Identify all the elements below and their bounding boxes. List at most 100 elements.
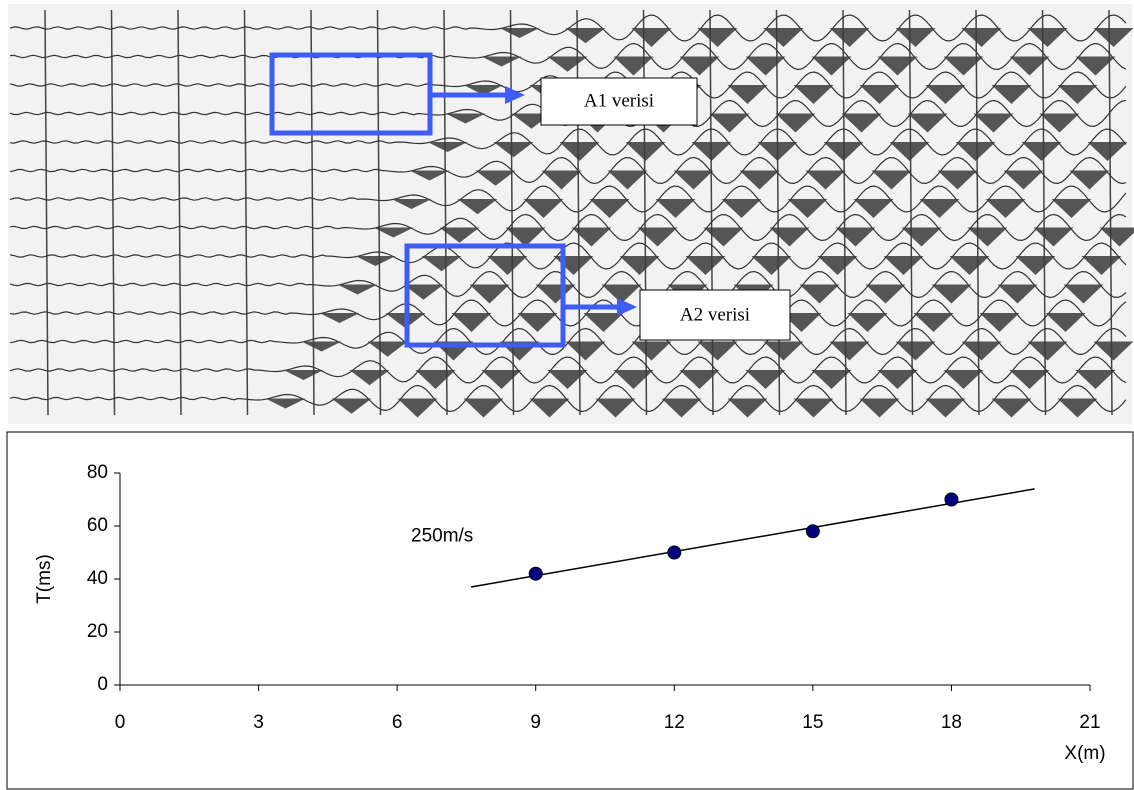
trace-lobe bbox=[481, 370, 522, 389]
trace-lobe bbox=[883, 256, 924, 275]
trace-lobe bbox=[889, 142, 930, 161]
trace-lobe bbox=[457, 199, 498, 215]
y-tick-label: 20 bbox=[87, 621, 108, 642]
trace-lobe bbox=[565, 341, 606, 361]
label: A1 verisi bbox=[584, 90, 654, 111]
trace-lobe bbox=[493, 142, 534, 158]
trace-lobe bbox=[907, 113, 948, 133]
trace-lobe bbox=[847, 313, 888, 332]
record-grid-line bbox=[310, 9, 315, 416]
trace-lobe bbox=[865, 284, 906, 304]
trace-lobe bbox=[529, 398, 570, 418]
trace-lobe bbox=[997, 284, 1038, 304]
x-tick-label: 9 bbox=[530, 712, 541, 733]
trace-lobe bbox=[841, 113, 882, 133]
trace-lobe bbox=[781, 313, 822, 332]
trace-lobe bbox=[349, 370, 390, 386]
data-point bbox=[667, 545, 682, 560]
trace-lobe bbox=[991, 85, 1032, 104]
trace-lobe bbox=[595, 398, 636, 418]
trace-lobe bbox=[613, 370, 654, 389]
trace-lobe bbox=[415, 370, 456, 389]
trace-lobe bbox=[679, 56, 720, 76]
trace-lobe bbox=[1093, 28, 1134, 47]
trace-lobe bbox=[355, 256, 396, 266]
trace-lobe bbox=[901, 227, 942, 247]
trace-lobe bbox=[1063, 284, 1104, 304]
trace-lobe bbox=[547, 370, 588, 389]
trace bbox=[9, 42, 1127, 71]
trace-lobe bbox=[541, 170, 582, 190]
y-axis-label: T(ms) bbox=[34, 554, 55, 604]
trace-lobe bbox=[421, 256, 462, 272]
record-grid-line bbox=[243, 9, 249, 416]
trace-lobe bbox=[697, 28, 738, 47]
trace-lobe bbox=[859, 85, 900, 104]
trace-lobe bbox=[871, 170, 912, 190]
trace-lobe bbox=[775, 113, 816, 133]
chart: 0 20 40 60 80 0 3 6 9 12 15 18 21 T(ms) X(m) 250m/s bbox=[34, 462, 1106, 764]
trace-lobe bbox=[853, 199, 894, 218]
x-tick-label: 18 bbox=[941, 712, 962, 733]
trace-lobe bbox=[787, 199, 828, 218]
trace bbox=[9, 242, 1127, 270]
trace-lobe bbox=[763, 341, 804, 361]
trace-lobe bbox=[559, 142, 600, 161]
trace-lobe bbox=[919, 199, 960, 218]
trace-lobe bbox=[955, 142, 996, 161]
trace-lobe bbox=[1093, 341, 1134, 361]
trace-lobe bbox=[895, 341, 936, 361]
trace-lobe bbox=[799, 284, 840, 304]
trace-lobe bbox=[1009, 370, 1050, 389]
label-box bbox=[540, 77, 698, 126]
chart-frame bbox=[6, 431, 1134, 790]
trace-lobe bbox=[763, 28, 804, 47]
trace-lobe bbox=[565, 28, 606, 44]
trace-lobe bbox=[1021, 142, 1062, 161]
trace-lobe bbox=[589, 199, 630, 218]
trace-lobe bbox=[913, 313, 954, 332]
trace-lobe bbox=[1045, 313, 1086, 332]
y-tick-label: 60 bbox=[87, 515, 108, 536]
x-tick-label: 6 bbox=[392, 712, 403, 733]
trace-lobe bbox=[943, 56, 984, 76]
trace-lobe bbox=[517, 313, 558, 332]
trace-lobe bbox=[703, 227, 744, 247]
data-point bbox=[805, 524, 820, 539]
trace-lobe bbox=[961, 28, 1002, 47]
label-box bbox=[639, 289, 791, 341]
seismogram-annotations: A1 verisi A2 verisi bbox=[269, 52, 791, 348]
record-grid-line bbox=[44, 9, 49, 416]
record-grid-line bbox=[110, 9, 116, 416]
trace-lobe bbox=[571, 227, 612, 247]
trace-lobe bbox=[859, 398, 900, 418]
trace-lobe bbox=[973, 113, 1014, 133]
trace bbox=[9, 270, 1127, 299]
trace-lobe bbox=[745, 370, 786, 389]
trace-lobe bbox=[481, 56, 522, 67]
trace-lobe bbox=[679, 370, 720, 389]
trace-lobe bbox=[499, 28, 540, 38]
trace-lobe bbox=[925, 85, 966, 104]
trace-lobe bbox=[469, 284, 510, 304]
trace-lobe bbox=[1033, 227, 1074, 247]
trace-lobe bbox=[403, 284, 444, 300]
x-tick-label: 0 bbox=[115, 712, 126, 733]
trace-lobe bbox=[619, 256, 660, 275]
highlight-box bbox=[269, 52, 433, 136]
y-tick-label: 80 bbox=[87, 462, 108, 483]
trace-lobe bbox=[805, 170, 846, 190]
trace bbox=[9, 213, 1127, 242]
trace-lobe bbox=[451, 313, 492, 332]
trace-lobe bbox=[331, 398, 372, 414]
trace-lobe bbox=[931, 284, 972, 304]
arrow-head bbox=[505, 86, 525, 104]
arrow-head bbox=[617, 298, 637, 316]
trace-lobe bbox=[739, 170, 780, 190]
trace-lobe bbox=[1099, 227, 1134, 247]
trace-lobe bbox=[985, 199, 1026, 218]
trace-lobe bbox=[661, 398, 702, 418]
trace-lobe bbox=[967, 227, 1008, 247]
trace-lobe bbox=[895, 28, 936, 47]
trace-lobe bbox=[409, 170, 450, 181]
